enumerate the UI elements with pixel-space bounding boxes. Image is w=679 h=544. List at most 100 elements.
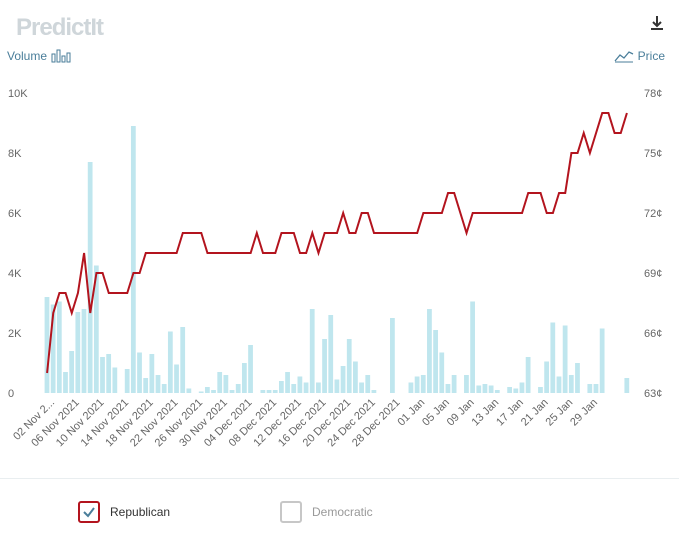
right-tick-label: 63¢: [644, 388, 662, 400]
volume-bar: [575, 363, 580, 393]
volume-bars: [44, 126, 630, 393]
volume-bar: [420, 375, 426, 393]
volume-bar: [241, 363, 247, 393]
right-tick-label: 75¢: [644, 148, 662, 160]
volume-bar: [198, 391, 204, 393]
volume-bar: [124, 369, 130, 393]
volume-bar: [309, 309, 315, 393]
volume-bar: [587, 384, 593, 393]
volume-bar: [371, 390, 377, 393]
volume-bar: [482, 384, 488, 393]
volume-bar: [316, 382, 321, 393]
volume-bar: [211, 390, 216, 393]
volume-bar: [445, 384, 451, 393]
volume-bar: [390, 318, 395, 393]
volume-bar: [365, 375, 371, 393]
volume-bar: [180, 327, 186, 393]
volume-bar: [562, 325, 568, 393]
volume-bar: [279, 381, 284, 393]
volume-bar: [556, 376, 562, 393]
volume-axis-title: Volume: [7, 49, 71, 63]
volume-bar: [167, 331, 173, 393]
volume-bar: [137, 352, 142, 393]
volume-bar: [112, 367, 118, 393]
volume-bar: [285, 372, 290, 393]
right-tick-label: 66¢: [644, 328, 662, 340]
volume-bar: [87, 162, 93, 393]
volume-bar: [328, 315, 334, 393]
logo-text: PredictIt: [16, 14, 104, 41]
bar-chart-icon: [51, 49, 71, 63]
volume-bar: [297, 376, 303, 393]
volume-label-text: Volume: [7, 49, 48, 63]
volume-bar: [223, 375, 229, 393]
volume-bar: [229, 390, 235, 393]
volume-bar: [470, 301, 475, 393]
left-tick-label: 6K: [8, 208, 22, 220]
volume-bar: [130, 126, 136, 393]
volume-bar: [266, 390, 272, 393]
check-icon: [83, 507, 95, 518]
left-tick-label: 8K: [8, 148, 22, 160]
download-icon[interactable]: [648, 14, 666, 32]
volume-bar: [507, 387, 512, 393]
volume-bar: [550, 322, 556, 393]
volume-bar: [272, 390, 278, 393]
price-label-text: Price: [637, 49, 665, 63]
republican-price-line: [46, 112, 628, 374]
volume-bar: [204, 387, 210, 393]
volume-bar: [593, 384, 599, 393]
volume-bar: [519, 382, 525, 393]
left-tick-label: 0: [8, 388, 14, 400]
volume-bar: [414, 376, 420, 393]
legend-divider: [0, 478, 679, 479]
volume-bar: [81, 309, 87, 393]
volume-bar: [260, 390, 266, 393]
volume-bar: [513, 388, 519, 393]
volume-bar: [56, 301, 62, 393]
volume-bar: [451, 375, 457, 393]
volume-bar: [235, 384, 241, 393]
volume-bar: [50, 304, 56, 393]
volume-bar: [75, 312, 81, 393]
left-axis-ticks: 0 2K 4K 6K 8K 10K: [8, 88, 28, 400]
volume-bar: [346, 339, 352, 393]
left-tick-label: 4K: [8, 268, 22, 280]
volume-bar: [568, 375, 574, 393]
volume-bar: [464, 375, 469, 393]
legend-republican[interactable]: Republican: [78, 501, 170, 523]
legend-democratic[interactable]: Democratic: [280, 501, 373, 523]
line-chart-icon: [614, 51, 633, 63]
right-tick-label: 69¢: [644, 268, 662, 280]
volume-bar: [149, 354, 155, 393]
volume-bar: [248, 345, 253, 393]
volume-bar: [93, 265, 99, 393]
left-tick-label: 10K: [8, 88, 28, 100]
volume-bar: [322, 339, 327, 393]
volume-bar: [624, 378, 630, 393]
volume-bar: [143, 378, 149, 393]
volume-bar: [186, 388, 192, 393]
volume-bar: [439, 352, 445, 393]
republican-checkbox[interactable]: [78, 501, 100, 523]
volume-bar: [599, 328, 605, 393]
volume-bar: [303, 382, 309, 393]
volume-bar: [63, 372, 68, 393]
volume-bar: [538, 387, 543, 393]
democratic-checkbox[interactable]: [280, 501, 302, 523]
volume-bar: [106, 354, 112, 393]
volume-bar: [353, 361, 358, 393]
volume-bar: [340, 366, 346, 393]
volume-bar: [544, 361, 550, 393]
republican-label: Republican: [110, 505, 171, 519]
x-tick-label: 29 Jan: [568, 397, 600, 429]
volume-bar: [488, 385, 494, 393]
left-tick-label: 2K: [8, 328, 22, 340]
volume-bar: [433, 330, 438, 393]
volume-bar: [174, 364, 179, 393]
volume-bar: [161, 384, 167, 393]
volume-bar: [44, 297, 50, 393]
right-axis-ticks: 63¢ 66¢ 69¢ 72¢ 75¢ 78¢: [644, 88, 662, 400]
volume-bar: [291, 384, 297, 393]
